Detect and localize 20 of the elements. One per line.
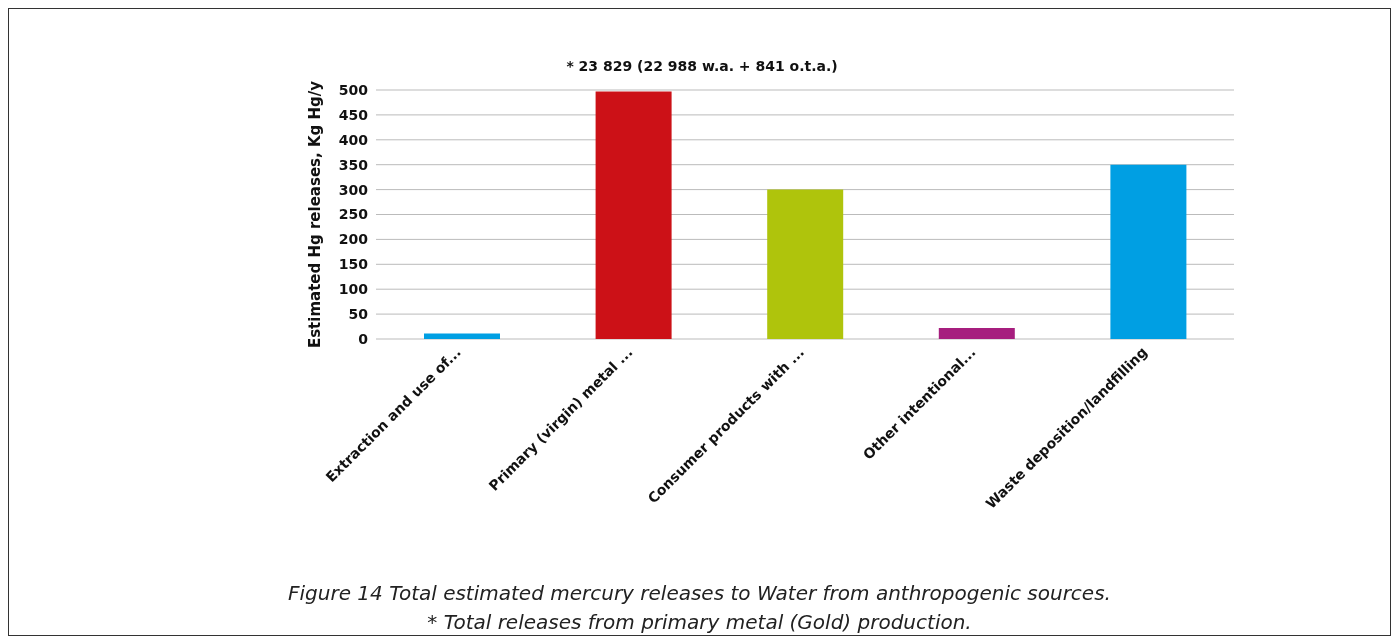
y-tick-label: 50 [348, 306, 369, 323]
y-tick-label: 350 [338, 156, 369, 173]
y-tick-label: 0 [358, 330, 369, 347]
y-tick-label: 100 [338, 281, 369, 298]
y-tick-label: 450 [338, 106, 369, 123]
y-tick-label: 150 [338, 256, 369, 273]
text: * 23 829 (22 988 w.a. + 841 o.t.a.) [566, 58, 838, 74]
text: * Total releases from primary metal (Gold) production. [426, 609, 973, 636]
y-tick-label: 300 [338, 181, 369, 198]
y-axis-title: Estimated Hg releases, Kg Hg/y [306, 80, 325, 349]
y-tick-label: 500 [338, 81, 369, 98]
bar [938, 328, 1015, 339]
y-tick-label: 250 [338, 206, 369, 223]
bar [424, 333, 500, 339]
bar [1110, 164, 1187, 339]
y-tick-label: 400 [338, 131, 369, 148]
bar [595, 91, 672, 339]
y-tick-label: 200 [338, 231, 369, 248]
caption: Figure 14 Total estimated mercury releases to Water from anthropogenic sources. [287, 580, 1112, 607]
bar [767, 189, 844, 339]
